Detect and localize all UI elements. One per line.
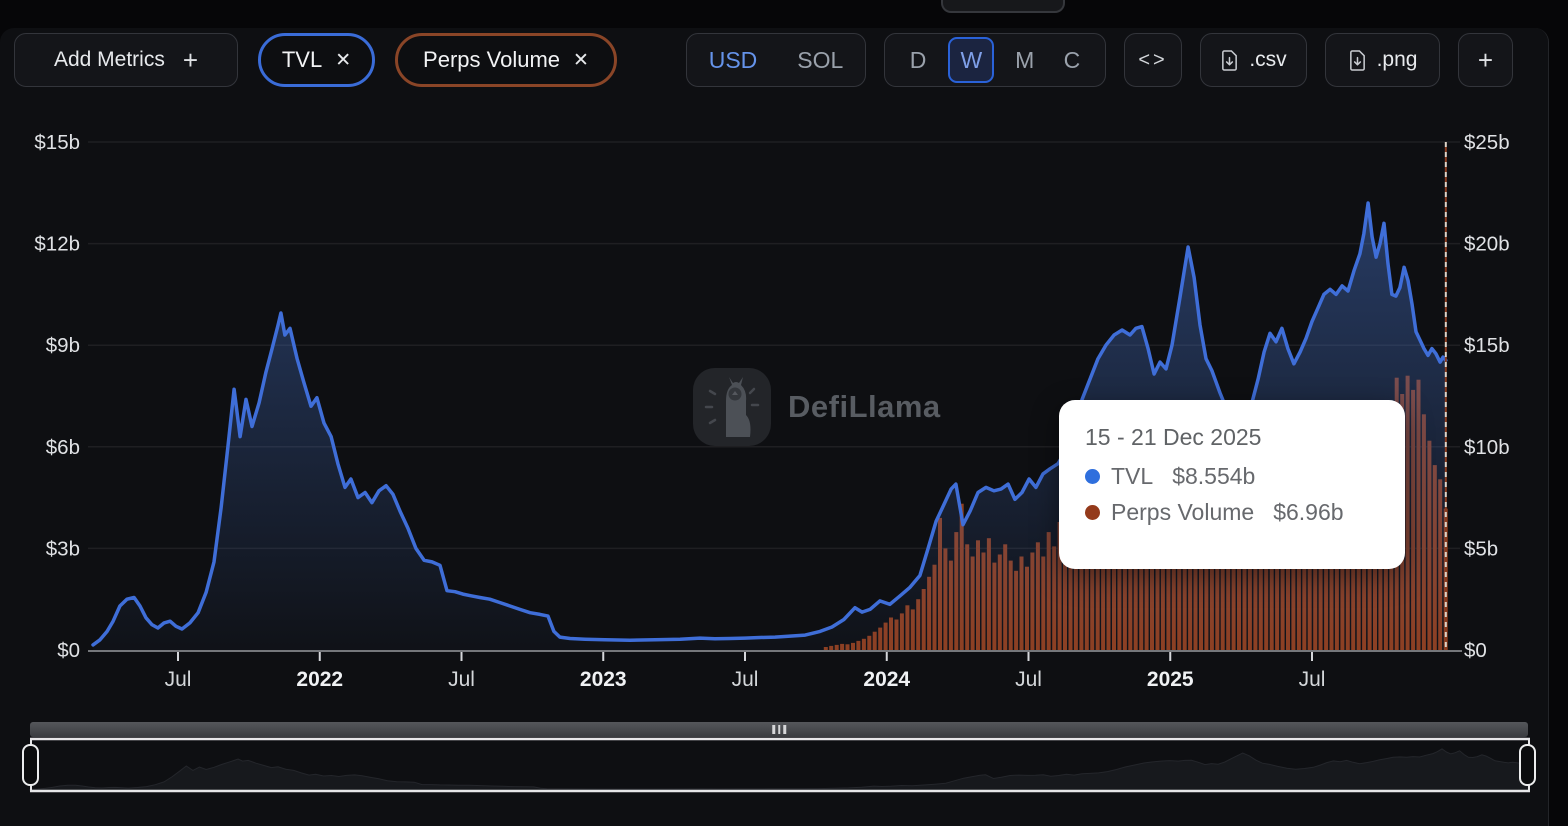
plus-icon: + xyxy=(182,44,199,75)
close-icon[interactable]: ✕ xyxy=(335,49,352,71)
tooltip-series-value: $8.554b xyxy=(1172,463,1256,489)
metric-chip-perps-volume[interactable]: Perps Volume ✕ xyxy=(395,33,617,87)
interval-option-w[interactable]: W xyxy=(948,37,995,83)
plus-icon: + xyxy=(1477,44,1494,75)
currency-option-sol[interactable]: SOL xyxy=(797,46,844,73)
add-metrics-label: Add Metrics xyxy=(53,48,165,71)
perps-volume-dot-icon xyxy=(1085,505,1100,520)
interval-toggle: D W M C xyxy=(884,33,1106,87)
scrollbar-grip-icon[interactable] xyxy=(772,725,786,734)
download-csv-button[interactable]: .csv xyxy=(1200,33,1307,87)
download-csv-label: .csv xyxy=(1249,48,1287,71)
code-icon: <> xyxy=(1138,48,1168,71)
interval-option-d[interactable]: D xyxy=(909,46,927,73)
close-icon[interactable]: ✕ xyxy=(573,49,589,71)
tooltip-date-range: 15 - 21 Dec 2025 xyxy=(1085,424,1262,450)
tooltip-row-tvl: TVL $8.554b xyxy=(1085,463,1379,490)
file-download-icon xyxy=(1222,49,1238,71)
tvl-dot-icon xyxy=(1085,469,1100,484)
top-partial-tab[interactable] xyxy=(941,0,1065,13)
chart-tooltip: 15 - 21 Dec 2025 TVL $8.554b Perps Volum… xyxy=(1059,400,1405,569)
watermark: DefiLlama xyxy=(692,367,941,447)
interval-option-c[interactable]: C xyxy=(1063,46,1081,73)
tooltip-row-perps-volume: Perps Volume $6.96b xyxy=(1085,499,1379,526)
add-metrics-button[interactable]: Add Metrics + xyxy=(14,33,238,87)
watermark-text: DefiLlama xyxy=(788,389,941,424)
minimap-chart[interactable] xyxy=(28,737,1532,793)
metric-chip-label: TVL xyxy=(281,47,323,72)
embed-code-button[interactable]: <> xyxy=(1124,33,1182,87)
zoom-handle-left[interactable] xyxy=(22,744,39,786)
more-options-button[interactable]: + xyxy=(1458,33,1513,87)
chart-scrollbar[interactable] xyxy=(30,722,1528,737)
metric-chip-label: Perps Volume xyxy=(423,47,561,72)
metric-chip-tvl[interactable]: TVL ✕ xyxy=(258,33,375,87)
currency-toggle: USD SOL xyxy=(686,33,866,87)
tooltip-series-label: Perps Volume xyxy=(1111,499,1255,525)
zoom-handle-right[interactable] xyxy=(1519,744,1536,786)
tooltip-series-value: $6.96b xyxy=(1273,499,1344,525)
interval-option-m[interactable]: M xyxy=(1015,46,1035,73)
currency-option-usd[interactable]: USD xyxy=(708,46,758,73)
file-download-icon xyxy=(1349,49,1365,71)
download-png-label: .png xyxy=(1376,48,1418,71)
download-png-button[interactable]: .png xyxy=(1325,33,1440,87)
tooltip-series-label: TVL xyxy=(1111,463,1154,489)
defillama-logo-icon xyxy=(693,368,771,446)
